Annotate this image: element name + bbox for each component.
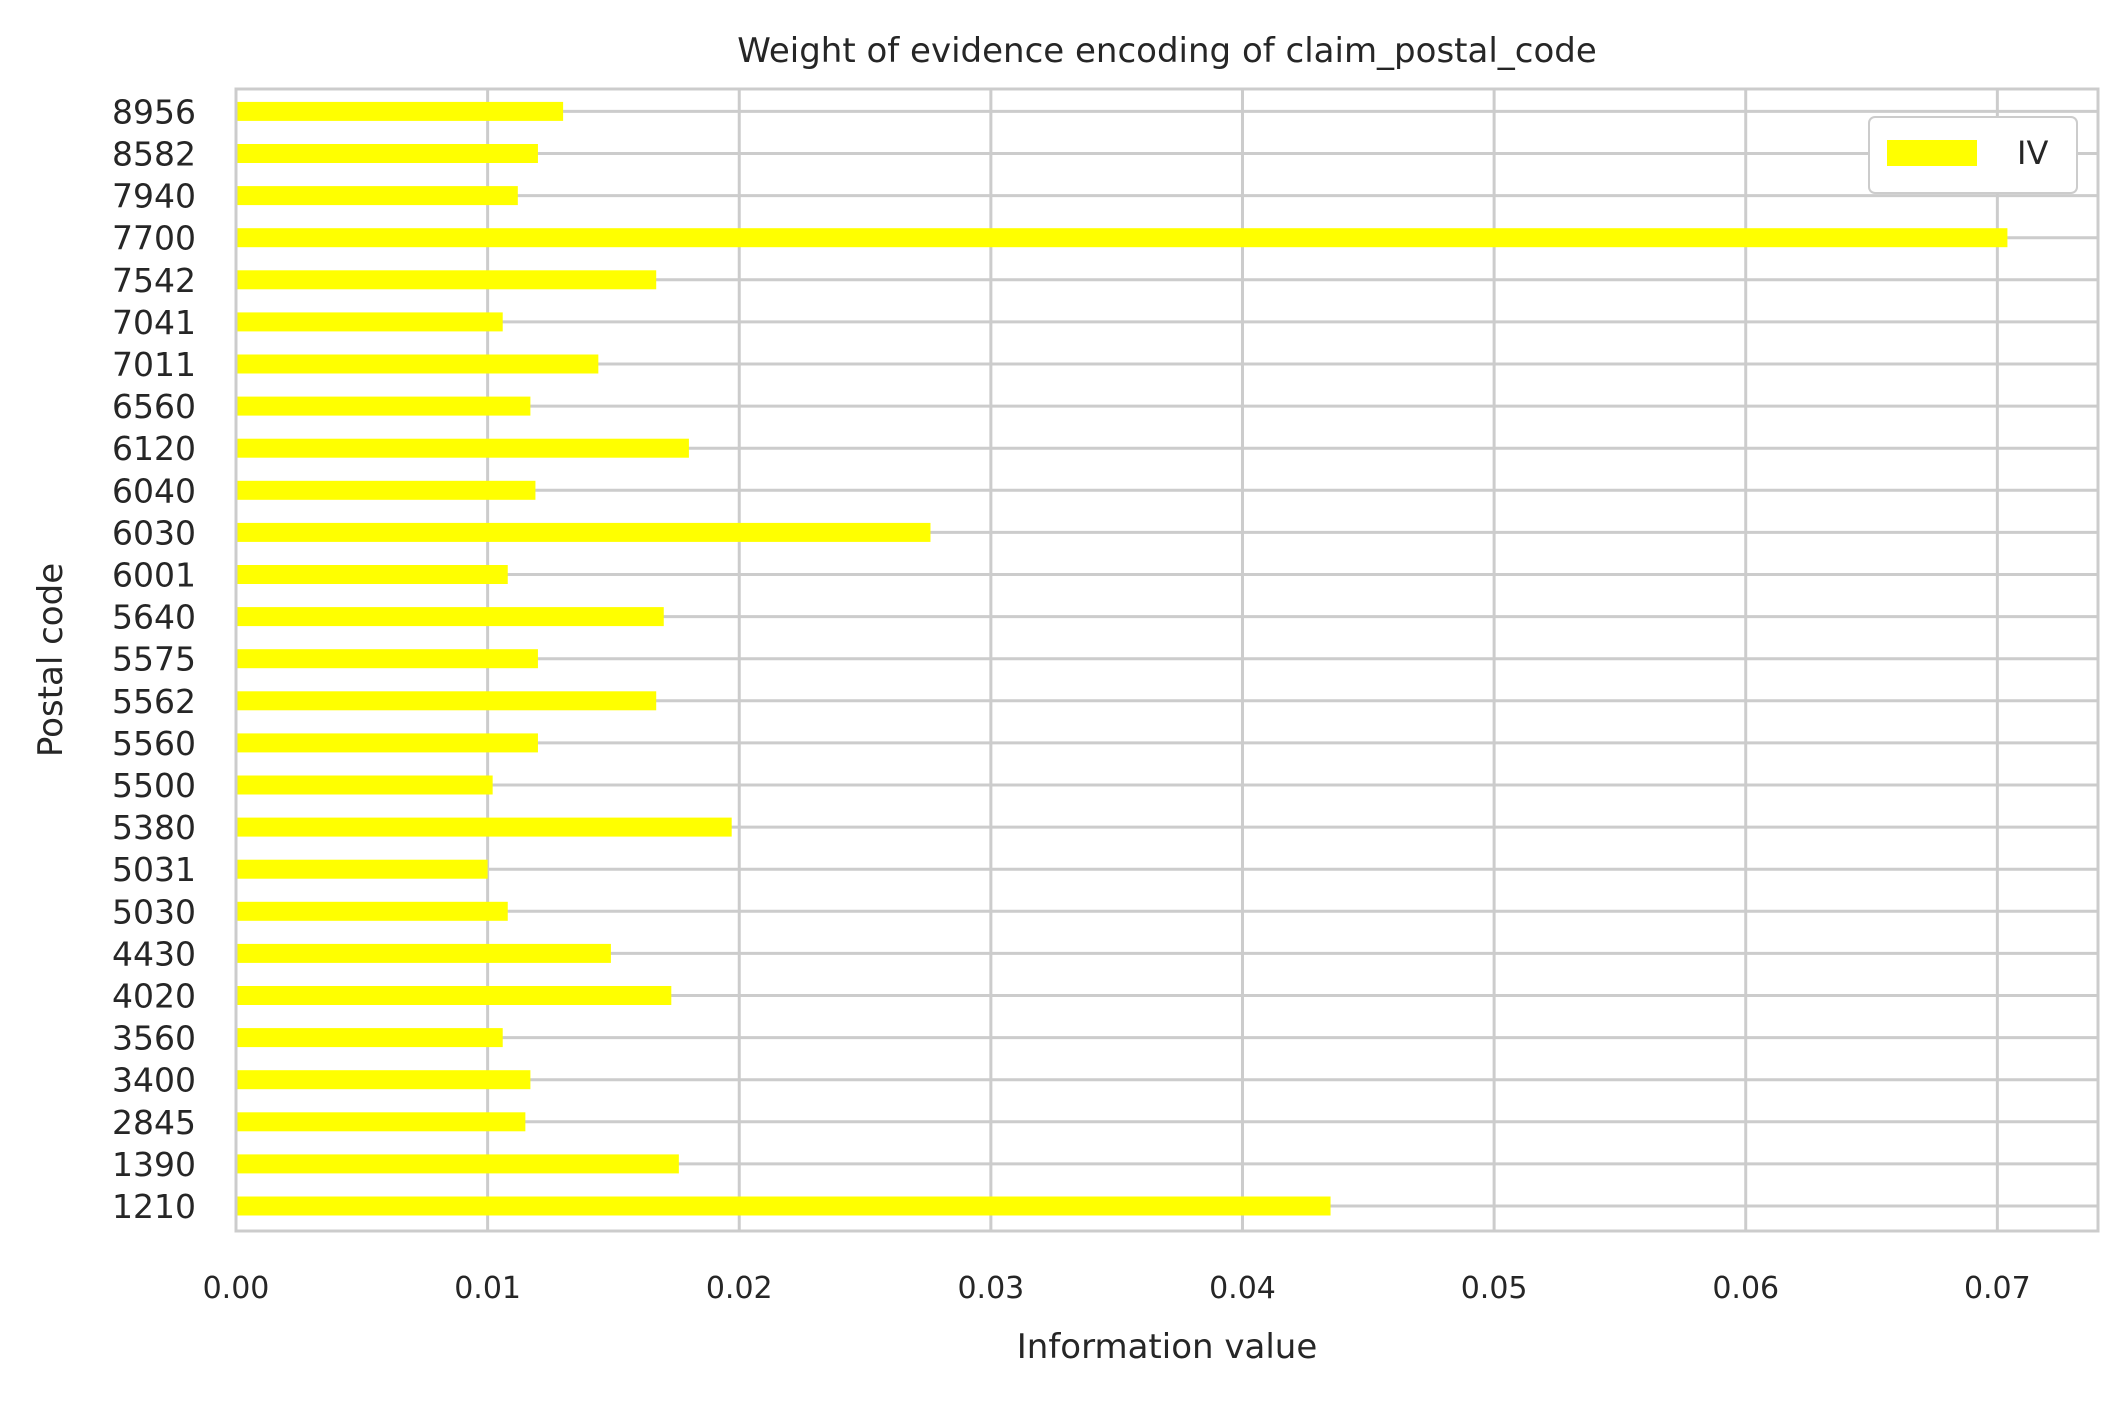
y-tick-label: 6001 bbox=[112, 556, 196, 595]
plot-frame bbox=[234, 87, 2100, 1233]
bar-7041 bbox=[236, 312, 503, 332]
y-tick-label: 3560 bbox=[112, 1019, 196, 1058]
x-tick-label: 0.05 bbox=[1461, 1271, 1528, 1306]
x-tick-label: 0.04 bbox=[1209, 1271, 1276, 1306]
bar-4430 bbox=[236, 943, 611, 963]
y-tick-label: 1210 bbox=[112, 1187, 196, 1226]
bar-5560 bbox=[236, 733, 538, 753]
bar-3400 bbox=[236, 1070, 531, 1090]
y-tick-label: 5380 bbox=[112, 808, 196, 847]
x-tick-label: 0.02 bbox=[706, 1271, 773, 1306]
bar-5575 bbox=[236, 649, 538, 669]
y-tick-label: 5031 bbox=[112, 850, 196, 889]
y-tick-label: 2845 bbox=[112, 1103, 196, 1142]
y-tick-label: 5560 bbox=[112, 724, 196, 763]
bar-1210 bbox=[236, 1196, 1331, 1216]
bar-7011 bbox=[236, 354, 599, 374]
y-tick-label: 7011 bbox=[112, 345, 196, 384]
bar-5500 bbox=[236, 775, 493, 795]
x-tick-label: 0.07 bbox=[1964, 1271, 2031, 1306]
y-tick-label: 6040 bbox=[112, 471, 196, 510]
x-tick-labels: 0.00 0.01 0.02 0.03 0.04 0.05 0.06 0.07 bbox=[203, 1271, 2031, 1306]
y-tick-label: 8956 bbox=[112, 92, 196, 131]
bar-5640 bbox=[236, 607, 664, 627]
bar-5030 bbox=[236, 901, 508, 921]
y-tick-label: 6030 bbox=[112, 513, 196, 552]
y-tick-label: 5640 bbox=[112, 598, 196, 637]
bar-5031 bbox=[236, 859, 488, 879]
y-tick-label: 6120 bbox=[112, 429, 196, 468]
bars bbox=[236, 101, 2008, 1216]
y-tick-label: 8582 bbox=[112, 135, 196, 174]
bar-7542 bbox=[236, 270, 657, 290]
y-tick-label: 5500 bbox=[112, 766, 196, 805]
bar-1390 bbox=[236, 1154, 679, 1174]
x-axis-label: Information value bbox=[1017, 1327, 1318, 1367]
bar-6001 bbox=[236, 565, 508, 584]
y-tick-label: 7940 bbox=[112, 177, 196, 216]
y-tick-label: 1390 bbox=[112, 1145, 196, 1184]
y-tick-label: 4430 bbox=[112, 934, 196, 973]
y-tick-label: 5562 bbox=[112, 682, 196, 721]
y-tick-label: 4020 bbox=[112, 977, 196, 1016]
y-tick-label: 7700 bbox=[112, 219, 196, 258]
legend: IV bbox=[1868, 116, 2078, 194]
chart-title: Weight of evidence encoding of claim_pos… bbox=[737, 31, 1597, 71]
y-axis-label: Postal code bbox=[31, 563, 71, 757]
bar-7700 bbox=[236, 228, 2008, 248]
bar-7940 bbox=[236, 186, 518, 206]
bar-6560 bbox=[236, 396, 531, 416]
bar-2845 bbox=[236, 1112, 526, 1132]
bar-6030 bbox=[236, 522, 931, 542]
x-tick-label: 0.03 bbox=[957, 1271, 1024, 1306]
y-tick-label: 6560 bbox=[112, 387, 196, 426]
legend-label: IV bbox=[2017, 134, 2048, 172]
bar-4020 bbox=[236, 986, 672, 1005]
x-tick-label: 0.01 bbox=[454, 1271, 521, 1306]
bar-8956 bbox=[236, 101, 564, 121]
y-tick-label: 7041 bbox=[112, 303, 196, 342]
legend-swatch bbox=[1887, 140, 1977, 166]
grid-lines bbox=[234, 89, 2098, 1231]
bar-5562 bbox=[236, 691, 657, 711]
y-tick-label: 5575 bbox=[112, 640, 196, 679]
x-tick-label: 0.00 bbox=[203, 1271, 270, 1306]
y-tick-label: 5030 bbox=[112, 892, 196, 931]
bar-5380 bbox=[236, 817, 732, 837]
bar-8582 bbox=[236, 144, 538, 163]
bar-6120 bbox=[236, 438, 689, 458]
bar-6040 bbox=[236, 480, 536, 500]
y-tick-label: 7542 bbox=[112, 261, 196, 300]
y-tick-label: 3400 bbox=[112, 1061, 196, 1100]
bar-3560 bbox=[236, 1028, 503, 1048]
x-tick-label: 0.06 bbox=[1712, 1271, 1779, 1306]
